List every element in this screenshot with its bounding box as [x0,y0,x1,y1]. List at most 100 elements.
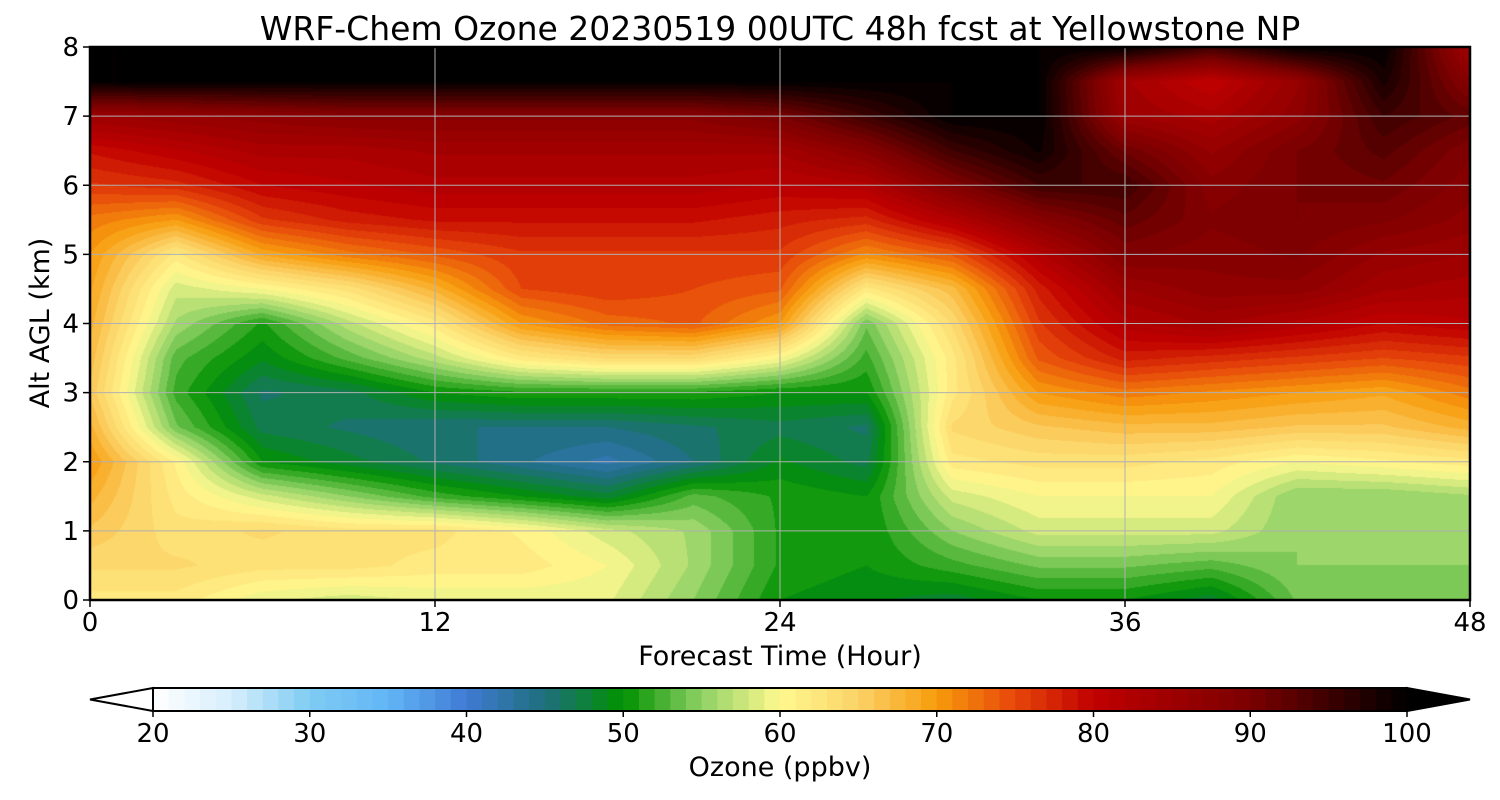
colorbar-segment [858,688,875,711]
colorbar-segment [200,688,217,711]
colorbar-segment [905,688,922,711]
colorbar-segment [1297,688,1314,711]
colorbar-segment [968,688,985,711]
colorbar-segment [795,688,812,711]
colorbar-segment [1281,688,1298,711]
colorbar-segment [1234,688,1251,711]
colorbar-segment [889,688,906,711]
colorbar-segment [623,688,640,711]
colorbar-segment [482,688,499,711]
colorbar-segment [670,688,687,711]
colorbar-segment [1077,688,1095,711]
colorbar-segment [544,688,562,711]
colorbar-segment [325,688,342,711]
y-tick-label: 7 [62,102,79,132]
colorbar-segment [215,688,232,711]
x-tick-label: 48 [1453,608,1486,638]
colorbar-segment [717,688,734,711]
colorbar-segment [1218,688,1236,711]
colorbar-segment [1328,688,1345,711]
colorbar-segment [1062,688,1079,711]
colorbar-segment [1265,688,1283,711]
colorbar-segment [1344,688,1361,711]
y-tick-label: 5 [62,240,79,270]
colorbar-segment [1391,688,1408,711]
colorbar-segment [356,688,374,711]
colorbar-segment [811,688,828,711]
colorbar-segment [560,688,577,711]
x-tick-label: 0 [82,608,99,638]
colorbar-segment [591,688,609,711]
colorbar-segment [874,688,891,711]
colorbar-segment [1203,688,1220,711]
colorbar-segment [576,688,593,711]
x-axis: 0 12 24 36 48 [82,600,1487,638]
x-tick-label: 24 [763,608,796,638]
colorbar-segment [231,688,248,711]
colorbar-tick-label: 40 [450,719,483,749]
colorbar-segment [1312,688,1330,711]
x-tick-label: 36 [1108,608,1141,638]
colorbar-segment [685,688,703,711]
y-axis-label: Alt AGL (km) [25,238,56,409]
colorbar-segment [435,688,452,711]
y-tick-label: 0 [62,586,79,616]
colorbar-segment [1015,688,1032,711]
colorbar-segment [1187,688,1204,711]
colorbar-segment [1109,688,1126,711]
colorbar-segment [168,688,185,711]
x-axis-label: Forecast Time (Hour) [638,641,922,672]
colorbar-segment [388,688,405,711]
colorbar-segment [309,688,327,711]
colorbar-segment [1124,688,1142,711]
colorbar-segments [153,688,1408,711]
colorbar-segment [638,688,656,711]
chart-title: WRF-Chem Ozone 20230519 00UTC 48h fcst a… [260,9,1301,48]
colorbar-segment [341,688,358,711]
colorbar-tick-label: 100 [1382,719,1432,749]
y-tick-label: 6 [62,171,79,201]
colorbar-segment [247,688,264,711]
colorbar-segment [701,688,718,711]
y-tick-label: 1 [62,517,79,547]
colorbar-segment [1171,688,1189,711]
colorbar-segment [764,688,781,711]
colorbar-tick-label: 90 [1234,719,1267,749]
colorbar-segment [497,688,515,711]
colorbar-segment [262,688,279,711]
colorbar-segment [1046,688,1063,711]
colorbar-segment [999,688,1016,711]
colorbar-segment [983,688,1001,711]
colorbar-segment [780,688,797,711]
colorbar-segment [372,688,389,711]
colorbar-tick-label: 70 [920,719,953,749]
colorbar-segment [921,688,938,711]
colorbar-tick-label: 60 [763,719,796,749]
colorbar-segment [184,688,201,711]
colorbar-segment [1250,688,1267,711]
colorbar-segment [1375,688,1392,711]
colorbar-segment [952,688,969,711]
colorbar-segment [403,688,421,711]
colorbar-tick-label: 80 [1077,719,1110,749]
colorbar-segment [1093,688,1110,711]
colorbar-segment [466,688,483,711]
colorbar-segment [529,688,546,711]
colorbar-segment [278,688,295,711]
colorbar-segment [1156,688,1173,711]
y-axis: 0 1 2 3 4 5 6 7 8 [62,33,90,616]
colorbar-segment [936,688,954,711]
colorbar-under-arrow [89,686,154,713]
colorbar-segment [294,688,311,711]
y-tick-label: 2 [62,448,79,478]
plot-area [88,45,1472,602]
colorbar-segment [419,688,436,711]
colorbar-ticks: 20 30 40 50 60 70 80 90 100 [136,711,1432,749]
y-tick-label: 8 [62,33,79,63]
y-tick-label: 4 [62,310,79,340]
colorbar-segment [654,688,671,711]
colorbar-segment [607,688,624,711]
colorbar-segment [450,688,468,711]
colorbar-segment [842,688,859,711]
